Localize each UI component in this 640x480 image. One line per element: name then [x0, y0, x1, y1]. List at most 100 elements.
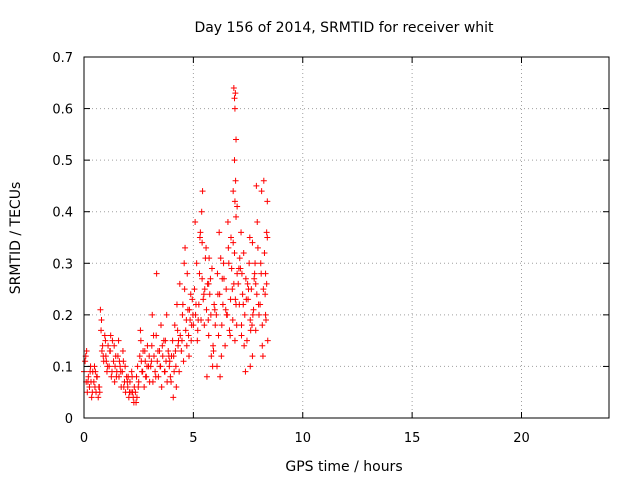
data-point [179, 301, 186, 308]
data-point [152, 368, 159, 375]
data-point [256, 311, 262, 318]
data-point [249, 239, 256, 246]
data-point [224, 219, 231, 226]
x-tick-label: 20 [513, 431, 530, 446]
data-point [231, 105, 238, 112]
data-point [262, 291, 269, 298]
data-point [261, 249, 268, 256]
data-point [242, 275, 249, 282]
y-tick-label: 0.7 [52, 51, 73, 66]
data-point [173, 301, 180, 308]
data-point [258, 188, 265, 195]
data-point [117, 363, 124, 370]
data-point [178, 347, 185, 354]
data-point [137, 337, 144, 344]
data-point [215, 332, 222, 339]
data-point [218, 322, 225, 329]
data-point [257, 260, 264, 267]
data-point [172, 363, 179, 370]
data-point [134, 363, 141, 370]
data-point [87, 368, 94, 375]
data-point [82, 358, 89, 365]
data-point [147, 363, 154, 370]
y-tick-label: 0.3 [52, 257, 73, 272]
data-point [196, 234, 203, 241]
data-point [97, 306, 104, 313]
data-point [86, 384, 93, 391]
data-point [206, 291, 213, 298]
data-point [105, 342, 112, 349]
data-point [124, 378, 131, 385]
data-point [116, 358, 123, 365]
data-point [198, 208, 205, 215]
data-point [225, 260, 232, 267]
data-point [260, 177, 267, 184]
data-point [259, 322, 266, 329]
data-point [139, 368, 146, 375]
data-point [257, 301, 264, 308]
data-point [253, 291, 260, 298]
data-point [207, 311, 214, 318]
data-point [201, 286, 208, 293]
data-point [182, 244, 189, 251]
data-point [98, 317, 105, 324]
data-point [162, 337, 169, 344]
x-axis: 0 5 10 15 20 [80, 57, 530, 446]
data-point [229, 317, 236, 324]
data-point [141, 347, 148, 354]
plot-frame [83, 56, 610, 419]
data-point [180, 358, 187, 365]
data-point [133, 373, 140, 380]
data-point [244, 280, 251, 287]
data-point [188, 322, 195, 329]
data-point [173, 384, 180, 391]
data-point [98, 327, 105, 334]
data-point [203, 306, 210, 313]
data-point [241, 342, 248, 349]
data-point [214, 270, 221, 277]
data-point [231, 249, 238, 256]
y-axis: 0 0.1 0.2 0.3 0.4 0.5 0.6 0.7 [52, 51, 609, 427]
data-point [135, 384, 142, 391]
data-point [241, 311, 248, 318]
data-point [148, 342, 155, 349]
data-point [99, 342, 106, 349]
data-point [185, 332, 192, 339]
data-point [222, 342, 229, 349]
data-point [115, 337, 122, 344]
data-point [158, 384, 165, 391]
data-point [232, 296, 239, 303]
data-point [229, 286, 236, 293]
data-point [236, 255, 243, 262]
data-point [163, 311, 170, 318]
data-point [154, 358, 161, 365]
data-point [203, 244, 210, 251]
data-point [142, 373, 149, 380]
data-point [112, 363, 119, 370]
data-point [245, 286, 252, 293]
data-point [222, 306, 229, 313]
data-point [149, 378, 156, 385]
data-point [103, 358, 110, 365]
data-point [88, 378, 94, 385]
y-tick-label: 0.2 [52, 309, 73, 324]
data-point [238, 332, 245, 339]
data-point [217, 373, 224, 380]
data-point [216, 229, 223, 236]
data-point [95, 384, 102, 391]
data-point [83, 347, 90, 354]
data-point [264, 234, 271, 241]
data-point [153, 270, 160, 277]
data-point [193, 301, 199, 308]
data-point [109, 368, 115, 375]
data-point [254, 219, 261, 226]
data-point [223, 286, 230, 293]
data-point [212, 322, 219, 329]
data-point [264, 337, 271, 344]
data-point [200, 291, 207, 298]
data-point [243, 337, 250, 344]
data-point [114, 353, 121, 360]
data-point [157, 363, 164, 370]
data-point [186, 306, 193, 313]
data-point [119, 347, 126, 354]
